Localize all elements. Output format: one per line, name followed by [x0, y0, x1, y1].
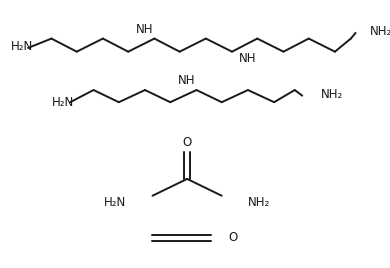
- Text: O: O: [228, 231, 238, 244]
- Text: O: O: [183, 136, 192, 149]
- Text: NH: NH: [239, 52, 257, 65]
- Text: H₂N: H₂N: [11, 40, 34, 54]
- Text: H₂N: H₂N: [51, 96, 74, 109]
- Text: NH: NH: [136, 23, 154, 36]
- Text: NH₂: NH₂: [370, 25, 390, 38]
- Text: NH: NH: [178, 74, 196, 87]
- Text: NH₂: NH₂: [248, 196, 270, 209]
- Text: NH₂: NH₂: [321, 88, 343, 101]
- Text: H₂N: H₂N: [104, 196, 126, 209]
